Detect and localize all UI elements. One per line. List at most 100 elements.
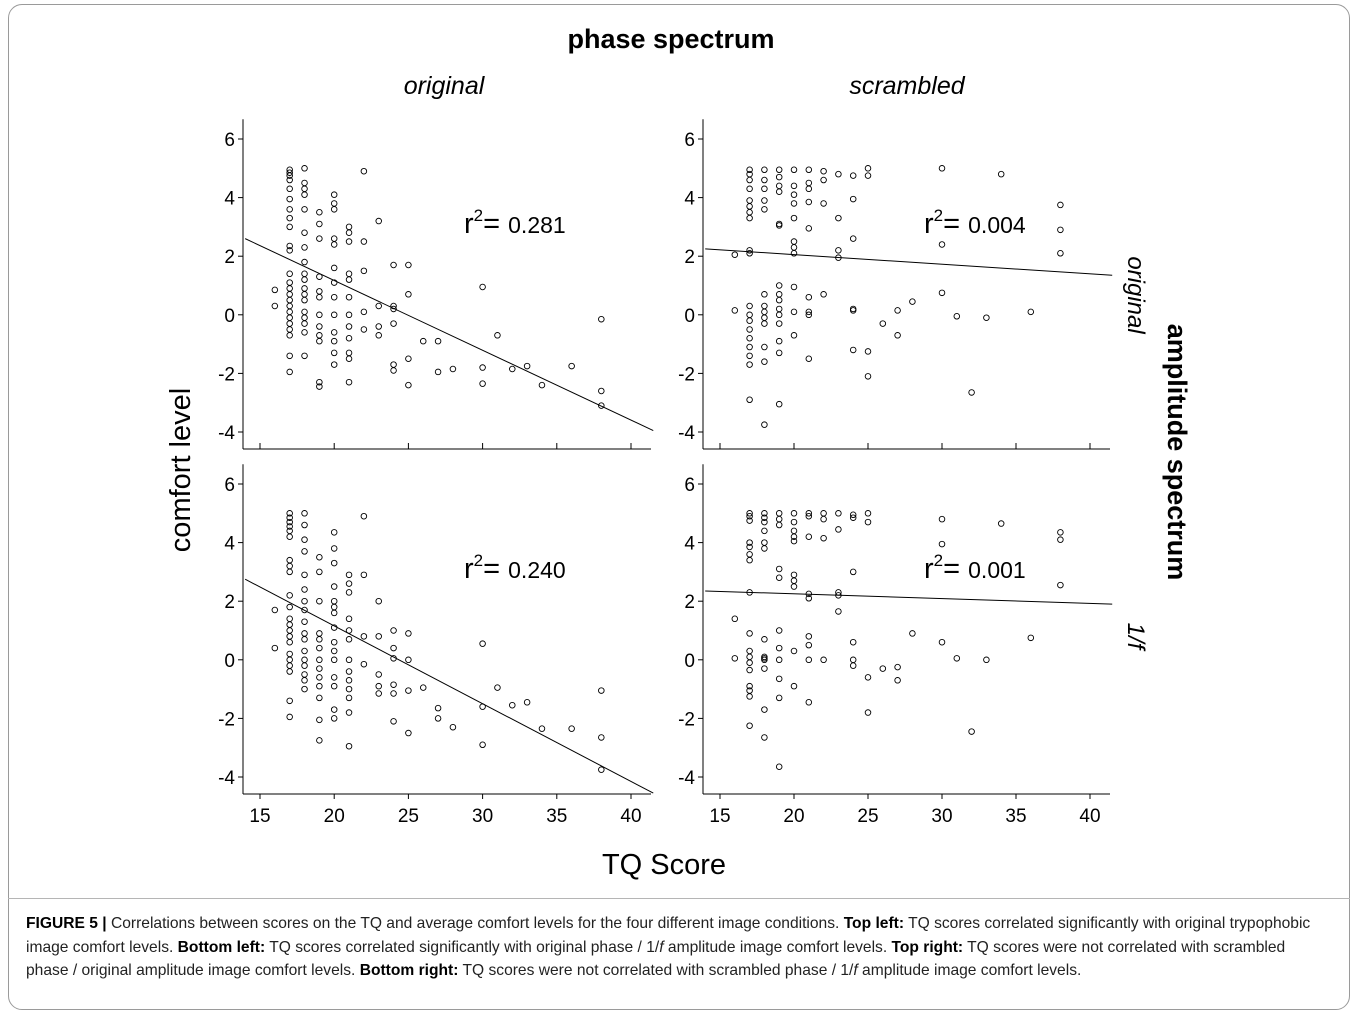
data-point — [746, 659, 753, 666]
figure-frame — [8, 4, 1350, 1010]
data-point — [316, 293, 323, 301]
data-point — [805, 633, 813, 640]
data-point — [390, 361, 397, 368]
data-point — [761, 197, 768, 204]
y-tick-label: 4 — [224, 189, 235, 210]
data-point — [286, 291, 293, 298]
y-tick-label: -2 — [678, 364, 695, 385]
data-point — [286, 603, 293, 611]
r-squared-label: r2= 0.240 — [464, 551, 566, 585]
data-point — [316, 378, 323, 386]
data-point — [805, 656, 813, 664]
data-point — [375, 633, 382, 640]
data-point — [286, 320, 293, 327]
caption-top-right-text: TQ scores were not correlated with scram… — [26, 938, 1286, 980]
x-tick-label: 20 — [324, 806, 345, 827]
data-point — [746, 203, 753, 210]
data-point — [864, 165, 872, 172]
data-point — [761, 358, 768, 365]
column-header: phase spectrum — [567, 24, 774, 54]
data-point — [805, 533, 813, 540]
data-point — [761, 665, 768, 672]
data-point — [820, 200, 827, 207]
data-point — [286, 568, 293, 576]
data-point — [301, 510, 308, 517]
data-point — [761, 421, 768, 428]
data-point — [761, 527, 768, 535]
data-point — [983, 314, 990, 321]
data-point — [761, 291, 768, 298]
data-point — [761, 314, 768, 321]
data-point — [301, 662, 308, 669]
caption-bottom-right-f: f — [853, 962, 858, 979]
data-point — [820, 167, 827, 175]
data-point — [938, 241, 946, 248]
data-point — [330, 235, 338, 242]
data-point — [286, 656, 293, 664]
data-point — [761, 308, 768, 316]
data-point — [360, 571, 368, 579]
data-point — [761, 320, 768, 327]
data-point — [301, 548, 308, 555]
data-point — [805, 595, 813, 602]
column-label-scrambled: scrambled — [849, 72, 965, 100]
data-point — [390, 320, 397, 327]
data-point — [286, 185, 293, 193]
data-point — [271, 286, 279, 294]
data-point — [775, 574, 783, 582]
data-point — [835, 510, 842, 517]
regression-line — [705, 248, 1113, 276]
data-point — [375, 332, 382, 339]
data-point — [301, 671, 308, 678]
x-tick-label: 15 — [709, 806, 730, 827]
data-point — [746, 311, 753, 319]
data-point — [345, 334, 353, 342]
data-point — [345, 677, 353, 684]
data-point — [598, 315, 605, 323]
data-point — [301, 352, 308, 360]
data-point — [479, 364, 486, 371]
data-point — [301, 677, 308, 684]
data-point — [390, 302, 397, 310]
data-point — [775, 627, 783, 634]
data-point — [746, 647, 753, 655]
data-point — [864, 373, 872, 380]
data-point — [879, 665, 887, 672]
data-point — [286, 697, 293, 705]
data-point — [775, 320, 783, 327]
data-point — [330, 264, 338, 272]
data-point — [1057, 536, 1064, 543]
data-point — [775, 337, 783, 345]
data-point — [330, 583, 338, 590]
data-point — [286, 627, 293, 634]
data-point — [286, 518, 293, 526]
data-point — [316, 716, 323, 724]
data-point — [864, 510, 872, 517]
data-point — [286, 523, 293, 530]
data-point — [523, 362, 531, 370]
data-point — [405, 381, 412, 389]
data-point — [301, 647, 308, 655]
caption-figure-label: FIGURE 5 | — [26, 915, 107, 932]
data-point — [938, 638, 946, 646]
data-point — [345, 571, 353, 579]
data-point — [805, 510, 813, 517]
scatter-panel-top-left: -4 -2 0 2 4 6 r2= 0.281 — [218, 119, 654, 450]
y-tick-label: 6 — [684, 475, 695, 496]
scatter-panel-top-right: -4 -2 0 2 4 6 r2= 0.004 — [678, 119, 1113, 450]
data-point — [746, 185, 753, 193]
data-point — [330, 603, 338, 611]
x-tick-label: 15 — [249, 806, 270, 827]
data-point — [286, 285, 293, 292]
y-tick-label: 6 — [224, 475, 235, 496]
data-point — [775, 182, 783, 190]
caption-bottom-left-text: TQ scores correlated significantly with … — [265, 938, 660, 956]
x-tick-label: 35 — [546, 806, 567, 827]
data-point — [909, 630, 916, 637]
data-point — [330, 329, 338, 336]
data-point — [301, 636, 308, 643]
data-point — [494, 684, 501, 691]
data-point — [805, 185, 813, 193]
data-point — [301, 291, 308, 298]
r-squared-label: r2= 0.004 — [924, 206, 1026, 240]
